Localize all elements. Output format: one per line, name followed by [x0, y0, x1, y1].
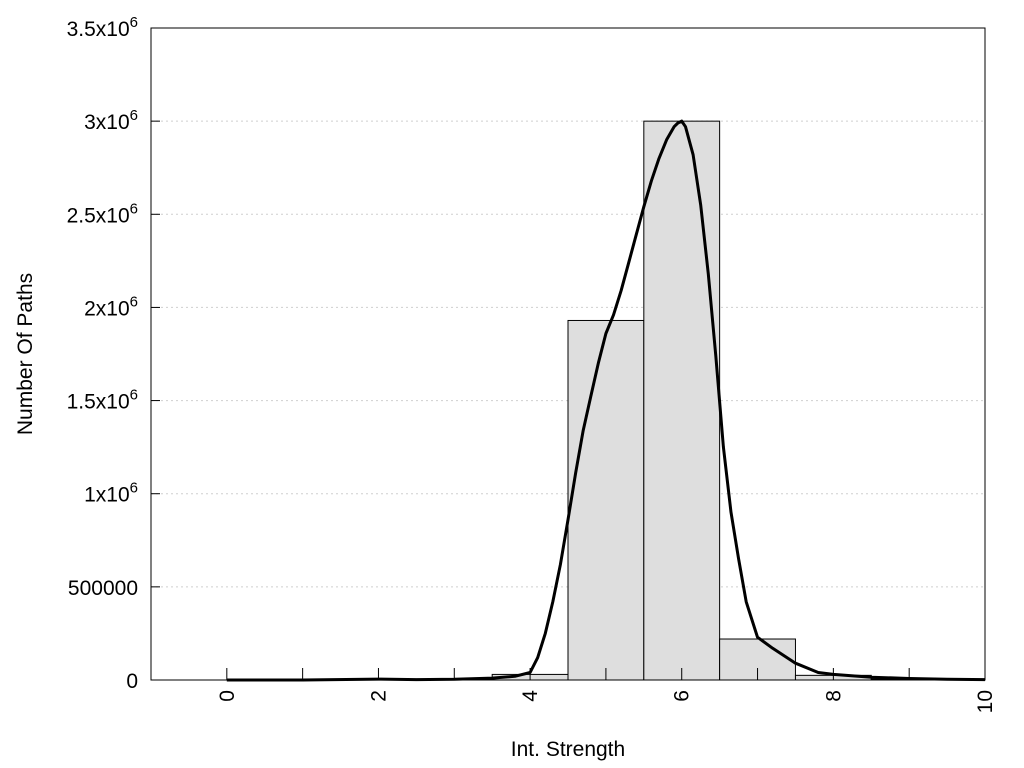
y-tick-label-0: 0 [126, 670, 138, 693]
y-tick-label-4: 2x106 [84, 293, 138, 320]
y-tick-label-6: 3x106 [84, 107, 138, 134]
bar-5 [567, 319, 645, 681]
y-axis-label: Number Of Paths [14, 273, 37, 435]
bar-6 [643, 120, 721, 681]
x-tick-label-0: 0 [216, 690, 239, 702]
x-axis-ticks: 0 2 4 6 8 10 [216, 668, 997, 713]
x-tick-label-8: 8 [822, 690, 845, 702]
x-tick-label-10: 10 [974, 690, 997, 713]
x-tick-label-2: 2 [367, 690, 390, 702]
y-tick-label-3: 1.5x106 [67, 387, 138, 414]
x-tick-label-4: 4 [519, 690, 542, 702]
y-tick-label-1: 500000 [68, 577, 138, 600]
plot-area-frame [150, 27, 986, 681]
fit-curve [226, 119, 986, 682]
y-tick-label-7: 3.5x106 [67, 14, 138, 41]
y-tick-label-5: 2.5x106 [67, 200, 138, 227]
y-tick-label-2: 1x106 [84, 480, 138, 507]
x-axis-label: Int. Strength [511, 738, 625, 761]
y-axis-ticks: 0 500000 1x106 1.5x106 2x106 2.5x106 3x106 3.5x… [67, 14, 160, 693]
x-tick-label-6: 6 [671, 690, 694, 702]
